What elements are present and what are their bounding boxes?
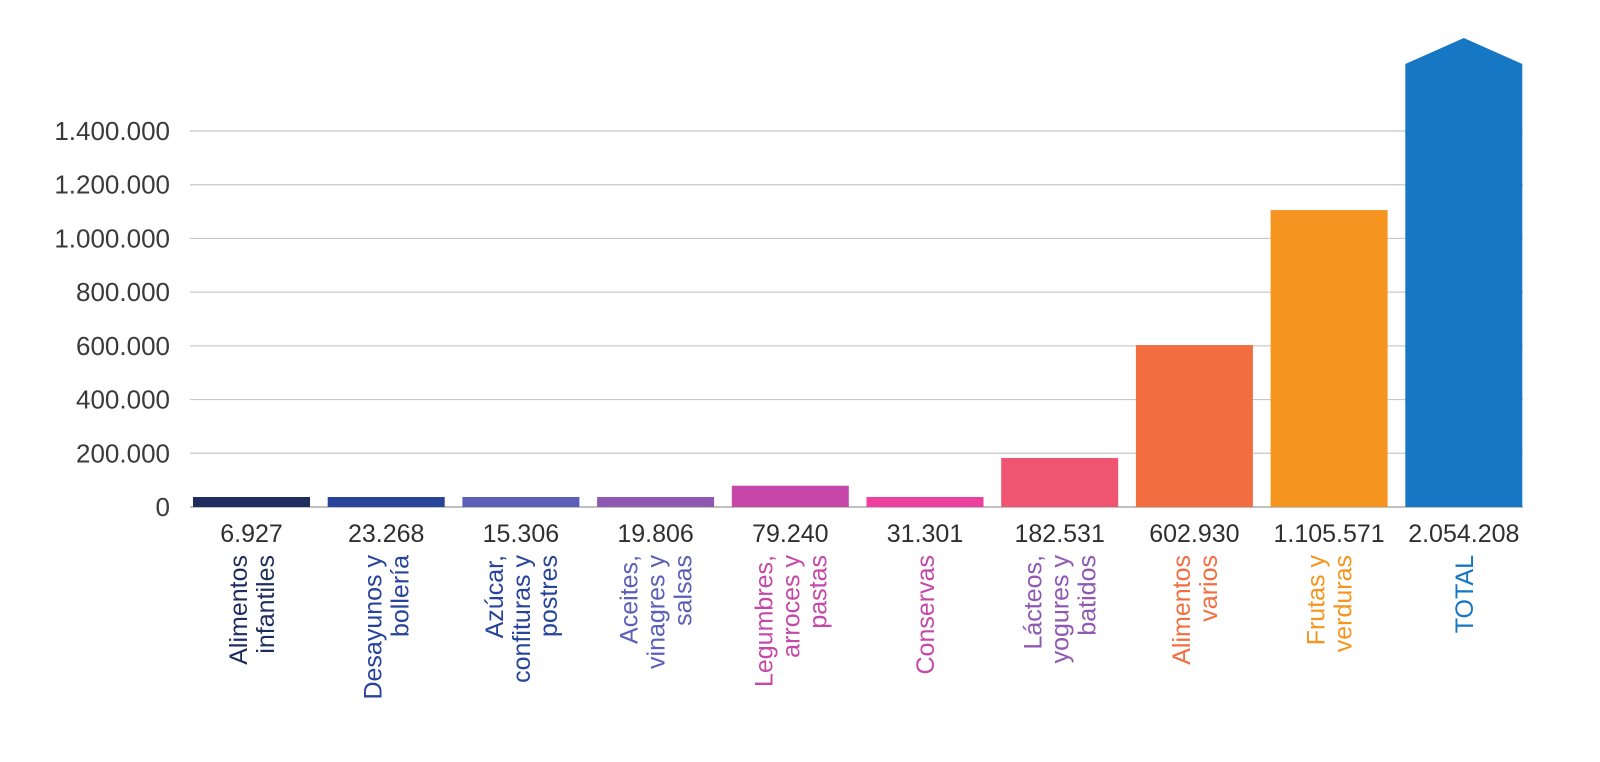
value-labels: 6.927 23.268 15.306 19.806 79.240 31.301 182.5… bbox=[220, 520, 1519, 548]
value-label: 602.930 bbox=[1149, 520, 1239, 548]
category-label-line: yogures y bbox=[1047, 555, 1075, 664]
category-label-line: Legumbres, bbox=[750, 555, 778, 687]
category-label-line: TOTAL bbox=[1451, 555, 1479, 633]
category-label: TOTAL bbox=[1451, 555, 1479, 633]
category-label-line: confituras y bbox=[508, 555, 536, 683]
value-label: 15.306 bbox=[483, 520, 559, 548]
category-label-line: Desayunos y bbox=[360, 555, 388, 700]
bar bbox=[1135, 345, 1253, 507]
category-label: Desayunos y bollería bbox=[360, 555, 415, 700]
bar bbox=[597, 497, 715, 507]
category-label-line: vinagres y bbox=[643, 555, 671, 669]
value-label: 31.301 bbox=[887, 520, 963, 548]
y-tick-label: 600.000 bbox=[76, 331, 170, 361]
category-label-line: varios bbox=[1195, 555, 1223, 622]
category-label-line: batidos bbox=[1074, 555, 1102, 636]
bar-total bbox=[1405, 38, 1523, 507]
bar bbox=[462, 497, 580, 507]
y-axis-ticks: 0 200.000 400.000 600.000 800.000 1.000.000 1.… bbox=[54, 116, 170, 522]
value-label: 1.105.571 bbox=[1273, 520, 1384, 548]
category-label: Legumbres, arroces y pastas bbox=[750, 555, 832, 688]
value-label: 6.927 bbox=[220, 520, 283, 548]
category-label-line: salsas bbox=[670, 555, 698, 626]
value-label: 23.268 bbox=[348, 520, 424, 548]
y-tick-label: 1.200.000 bbox=[54, 170, 170, 200]
category-label: Azúcar, confituras y postres bbox=[481, 555, 563, 683]
bar bbox=[193, 497, 310, 507]
value-label: 182.531 bbox=[1015, 520, 1105, 548]
category-label-line: infantiles bbox=[252, 555, 280, 654]
category-label: Aceites, vinagres y salsas bbox=[616, 555, 698, 669]
category-label-line: Lácteos, bbox=[1020, 555, 1048, 650]
category-label-line: Conservas bbox=[912, 555, 940, 675]
y-tick-label: 400.000 bbox=[76, 385, 170, 415]
gridlines bbox=[190, 130, 1523, 508]
bar bbox=[731, 485, 849, 507]
bars bbox=[193, 38, 1523, 508]
bar bbox=[1270, 210, 1388, 508]
bar bbox=[1001, 457, 1119, 507]
bar bbox=[866, 497, 984, 507]
y-tick-label: 1.000.000 bbox=[54, 223, 170, 253]
category-label-line: pastas bbox=[804, 555, 832, 629]
category-label-line: bollería bbox=[387, 555, 415, 637]
category-label-line: Alimentos bbox=[1168, 555, 1196, 665]
y-tick-label: 1.400.000 bbox=[54, 116, 170, 146]
category-label-line: Azúcar, bbox=[481, 555, 509, 638]
category-label: Alimentos infantiles bbox=[225, 555, 280, 665]
category-label-line: arroces y bbox=[777, 555, 805, 658]
bar bbox=[327, 497, 445, 507]
value-label: 19.806 bbox=[617, 520, 693, 548]
y-tick-label: 200.000 bbox=[76, 438, 170, 468]
category-label: Conservas bbox=[912, 555, 940, 675]
category-label: Lácteos, yogures y batidos bbox=[1020, 555, 1102, 664]
category-label-line: Alimentos bbox=[225, 555, 253, 665]
category-label-line: Frutas y bbox=[1303, 555, 1331, 646]
category-label-line: postres bbox=[535, 555, 563, 637]
category-label-line: Aceites, bbox=[616, 555, 644, 644]
category-label: Alimentos varios bbox=[1168, 555, 1223, 665]
category-labels: Alimentos infantiles Desayunos y bollería Az… bbox=[225, 555, 1479, 700]
value-label: 2.054.208 bbox=[1408, 520, 1519, 548]
y-tick-label: 800.000 bbox=[76, 277, 170, 307]
value-label: 79.240 bbox=[752, 520, 828, 548]
category-label-line: verduras bbox=[1330, 555, 1358, 652]
category-label: Frutas y verduras bbox=[1303, 555, 1358, 653]
y-tick-label: 0 bbox=[156, 492, 170, 522]
